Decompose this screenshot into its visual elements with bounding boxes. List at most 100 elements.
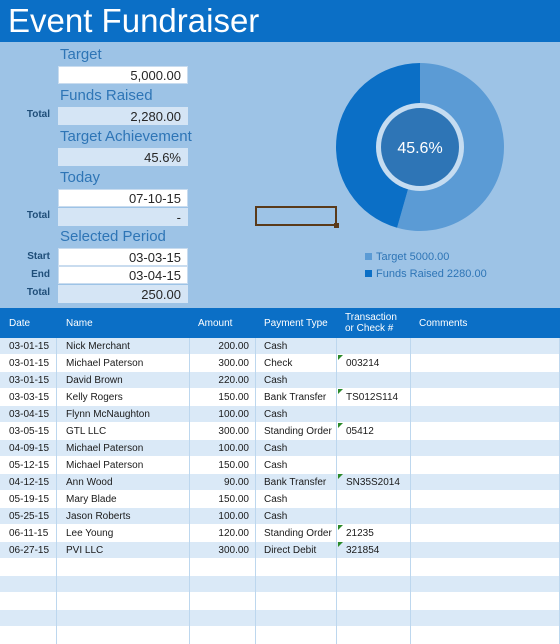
cell-txn[interactable]: SN35S2014 [337, 474, 411, 491]
cell-amount[interactable] [190, 559, 256, 576]
cell-txn[interactable] [337, 593, 411, 610]
cell-comments[interactable] [411, 593, 560, 610]
cell-amount[interactable]: 300.00 [190, 542, 256, 559]
cell-comments[interactable] [411, 508, 560, 525]
cell-amount[interactable]: 150.00 [190, 457, 256, 474]
table-row[interactable]: 03-03-15 Kelly Rogers 150.00 Bank Transfer T… [0, 389, 560, 406]
cell-name[interactable]: Flynn McNaughton [57, 406, 190, 423]
cell-txn[interactable]: TS012S114 [337, 389, 411, 406]
cell-name[interactable]: GTL LLC [57, 423, 190, 440]
cell-comments[interactable] [411, 423, 560, 440]
cell-type[interactable]: Bank Transfer [256, 474, 337, 491]
cell-type[interactable]: Standing Order [256, 525, 337, 542]
cell-amount[interactable]: 200.00 [190, 338, 256, 355]
table-row[interactable]: 03-04-15 Flynn McNaughton 100.00 Cash [0, 406, 560, 423]
cell-type[interactable]: Standing Order [256, 423, 337, 440]
cell-amount[interactable]: 100.00 [190, 440, 256, 457]
cell-name[interactable]: David Brown [57, 372, 190, 389]
cell-comments[interactable] [411, 457, 560, 474]
cell-date[interactable]: 05-19-15 [0, 491, 57, 508]
cell-name[interactable]: Ann Wood [57, 474, 190, 491]
cell-name[interactable]: Michael Paterson [57, 440, 190, 457]
table-row[interactable]: 03-01-15 Michael Paterson 300.00 Check 00321… [0, 355, 560, 372]
cell-comments[interactable] [411, 610, 560, 627]
cell-name[interactable] [57, 559, 190, 576]
fill-handle[interactable] [334, 223, 339, 228]
cell-type[interactable] [256, 610, 337, 627]
target-achievement-value-cell[interactable]: 45.6% [58, 148, 188, 166]
cell-name[interactable]: Lee Young [57, 525, 190, 542]
cell-txn[interactable] [337, 610, 411, 627]
cell-amount[interactable] [190, 593, 256, 610]
cell-amount[interactable] [190, 627, 256, 644]
funds-raised-value-cell[interactable]: 2,280.00 [58, 107, 188, 125]
cell-date[interactable] [0, 627, 57, 644]
cell-comments[interactable] [411, 440, 560, 457]
cell-name[interactable] [57, 610, 190, 627]
cell-type[interactable]: Direct Debit [256, 542, 337, 559]
end-date-cell[interactable]: 03-04-15 [58, 266, 188, 284]
cell-type[interactable]: Bank Transfer [256, 389, 337, 406]
table-row[interactable] [0, 610, 560, 627]
table-row[interactable]: 05-12-15 Michael Paterson 150.00 Cash [0, 457, 560, 474]
cell-txn[interactable]: 321854 [337, 542, 411, 559]
cell-comments[interactable] [411, 338, 560, 355]
table-row[interactable]: 05-19-15 Mary Blade 150.00 Cash [0, 491, 560, 508]
table-row[interactable] [0, 576, 560, 593]
today-total-cell[interactable]: - [58, 208, 188, 226]
cell-comments[interactable] [411, 406, 560, 423]
cell-txn[interactable]: 003214 [337, 355, 411, 372]
period-total-cell[interactable]: 250.00 [58, 285, 188, 303]
cell-date[interactable]: 03-01-15 [0, 338, 57, 355]
table-row[interactable]: 03-01-15 David Brown 220.00 Cash [0, 372, 560, 389]
cell-date[interactable] [0, 559, 57, 576]
cell-amount[interactable] [190, 576, 256, 593]
cell-txn[interactable]: 05412 [337, 423, 411, 440]
cell-date[interactable] [0, 593, 57, 610]
cell-type[interactable] [256, 627, 337, 644]
cell-txn[interactable] [337, 559, 411, 576]
cell-txn[interactable] [337, 457, 411, 474]
cell-amount[interactable]: 120.00 [190, 525, 256, 542]
cell-comments[interactable] [411, 474, 560, 491]
cell-amount[interactable]: 100.00 [190, 508, 256, 525]
cell-type[interactable]: Cash [256, 491, 337, 508]
cell-type[interactable] [256, 576, 337, 593]
cell-date[interactable]: 03-05-15 [0, 423, 57, 440]
cell-comments[interactable] [411, 559, 560, 576]
cell-date[interactable]: 06-27-15 [0, 542, 57, 559]
cell-date[interactable]: 03-04-15 [0, 406, 57, 423]
target-value-cell[interactable]: 5,000.00 [58, 66, 188, 84]
cell-date[interactable]: 03-01-15 [0, 372, 57, 389]
col-header-amount[interactable]: Amount [198, 317, 233, 329]
table-row[interactable]: 04-12-15 Ann Wood 90.00 Bank Transfer SN35S2… [0, 474, 560, 491]
col-header-payment-type[interactable]: Payment Type [264, 317, 328, 329]
cell-comments[interactable] [411, 372, 560, 389]
cell-name[interactable]: Mary Blade [57, 491, 190, 508]
cell-type[interactable]: Cash [256, 508, 337, 525]
cell-name[interactable] [57, 593, 190, 610]
cell-amount[interactable] [190, 610, 256, 627]
today-value-cell[interactable]: 07-10-15 [58, 189, 188, 207]
cell-type[interactable]: Cash [256, 372, 337, 389]
cell-comments[interactable] [411, 491, 560, 508]
cell-amount[interactable]: 220.00 [190, 372, 256, 389]
cell-type[interactable] [256, 559, 337, 576]
table-row[interactable]: 03-01-15 Nick Merchant 200.00 Cash [0, 338, 560, 355]
cell-name[interactable] [57, 576, 190, 593]
cell-date[interactable]: 05-25-15 [0, 508, 57, 525]
col-header-name[interactable]: Name [66, 317, 93, 329]
cell-txn[interactable] [337, 627, 411, 644]
table-row[interactable]: 06-27-15 PVI LLC 300.00 Direct Debit 321854 [0, 542, 560, 559]
cell-name[interactable]: Michael Paterson [57, 355, 190, 372]
table-row[interactable]: 05-25-15 Jason Roberts 100.00 Cash [0, 508, 560, 525]
cell-date[interactable]: 03-03-15 [0, 389, 57, 406]
cell-amount[interactable]: 100.00 [190, 406, 256, 423]
cell-amount[interactable]: 300.00 [190, 355, 256, 372]
table-row[interactable]: 03-05-15 GTL LLC 300.00 Standing Order 05412 [0, 423, 560, 440]
col-header-comments[interactable]: Comments [419, 317, 468, 329]
cell-name[interactable]: PVI LLC [57, 542, 190, 559]
cell-name[interactable]: Kelly Rogers [57, 389, 190, 406]
table-row[interactable]: 04-09-15 Michael Paterson 100.00 Cash [0, 440, 560, 457]
cell-comments[interactable] [411, 627, 560, 644]
